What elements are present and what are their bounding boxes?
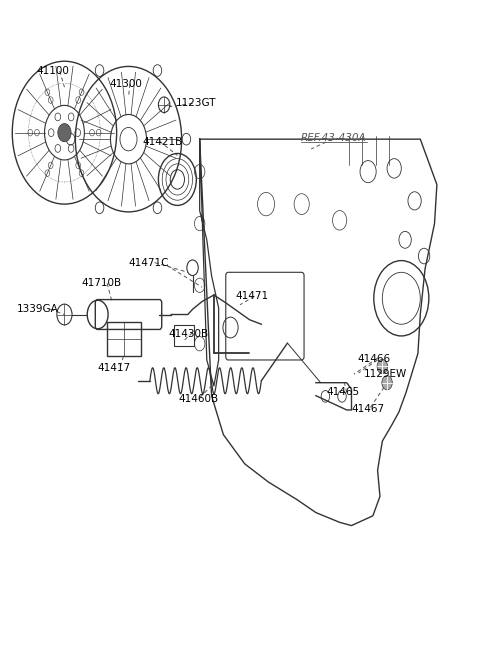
Text: 41421B: 41421B	[143, 138, 183, 147]
Circle shape	[377, 360, 387, 373]
Text: 41430B: 41430B	[169, 329, 209, 339]
Text: 41471C: 41471C	[129, 257, 169, 267]
Text: 41471: 41471	[235, 291, 268, 301]
Text: 41465: 41465	[326, 388, 360, 398]
Circle shape	[382, 375, 392, 390]
Text: 41460B: 41460B	[179, 394, 218, 404]
Text: 41466: 41466	[358, 354, 391, 364]
Text: 1123GT: 1123GT	[176, 98, 216, 109]
Text: 1339GA: 1339GA	[17, 305, 59, 314]
Text: 41710B: 41710B	[81, 278, 121, 288]
Text: 41467: 41467	[351, 403, 384, 414]
Circle shape	[58, 124, 71, 141]
Text: 41417: 41417	[97, 363, 131, 373]
Text: 41100: 41100	[36, 66, 69, 76]
Text: 41300: 41300	[109, 79, 143, 89]
Text: 1129EW: 1129EW	[364, 369, 408, 379]
Text: REF.43-430A: REF.43-430A	[301, 133, 366, 143]
